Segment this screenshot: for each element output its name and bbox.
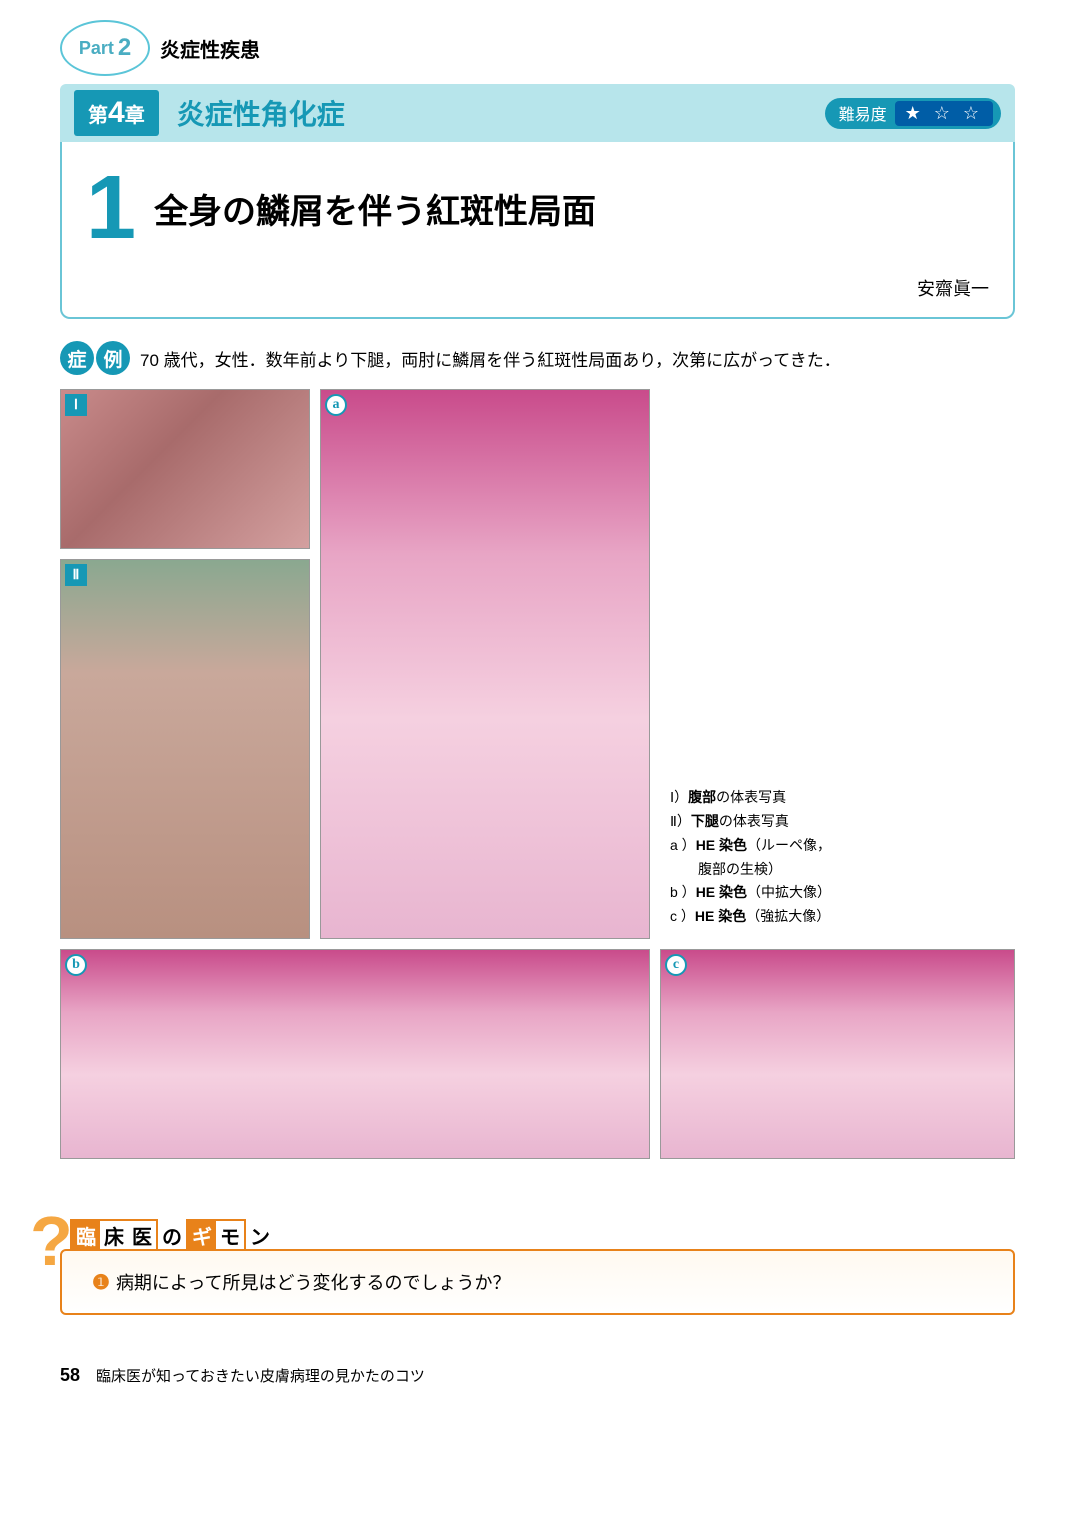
question-mark-icon: ?: [30, 1201, 73, 1281]
figure-b: b: [60, 949, 650, 1159]
legend-item: b ）HE 染色（中拡大像）: [670, 881, 1015, 905]
difficulty-pill: 難易度 ★ ☆ ☆: [825, 98, 1001, 129]
chapter-label: 第4章: [74, 90, 159, 136]
chapter-title: 炎症性角化症: [177, 93, 825, 133]
question-header: 臨床医のギモン: [70, 1219, 1015, 1251]
section-number: 1: [86, 168, 136, 249]
page-footer: 58 臨床医が知っておきたい皮膚病理の見かたのコツ: [60, 1355, 1015, 1386]
question-header-middle: の: [162, 1221, 182, 1250]
figure-I: Ⅰ: [60, 389, 310, 549]
title-box: 1 全身の鱗屑を伴う紅斑性局面 安齋眞一: [60, 142, 1015, 319]
figure-legend: Ⅰ）腹部の体表写真Ⅱ）下腿の体表写真a ）HE 染色（ルーペ像， 腹部の生検）b…: [660, 559, 1015, 939]
part-badge: Part 2: [60, 20, 150, 76]
question-box: ❶ 病期によって所見はどう変化するのでしょうか？: [60, 1249, 1015, 1315]
figure-label-b: b: [65, 954, 87, 976]
figure-label-II: Ⅱ: [65, 564, 87, 586]
figure-label-I: Ⅰ: [65, 394, 87, 416]
question-header-tail: ン: [250, 1221, 270, 1250]
section-title: 全身の鱗屑を伴う紅斑性局面: [154, 184, 596, 233]
question-bullet: ❶: [92, 1270, 110, 1295]
book-title: 臨床医が知っておきたい皮膚病理の見かたのコツ: [96, 1365, 425, 1386]
figure-label-a: a: [325, 394, 347, 416]
difficulty-label: 難易度: [839, 101, 887, 125]
question-section: ? 臨床医のギモン ❶ 病期によって所見はどう変化するのでしょうか？: [60, 1219, 1015, 1315]
case-badge-2: 例: [96, 341, 130, 375]
case-badge-1: 症: [60, 341, 94, 375]
legend-item: a ）HE 染色（ルーペ像， 腹部の生検）: [670, 834, 1015, 882]
part-header: Part 2 炎症性疾患: [60, 20, 1015, 76]
question-text: 病期によって所見はどう変化するのでしょうか？: [116, 1269, 511, 1295]
question-header-box: 臨床医: [70, 1219, 158, 1251]
chapter-banner: 第4章 炎症性角化症 難易度 ★ ☆ ☆: [60, 84, 1015, 142]
page-number: 58: [60, 1365, 80, 1386]
figure-grid: Ⅰ a Ⅱ Ⅰ）腹部の体表写真Ⅱ）下腿の体表写真a ）HE 染色（ルーペ像， 腹…: [60, 389, 1015, 1159]
author: 安齋眞一: [86, 275, 989, 301]
figure-c: c: [660, 949, 1015, 1159]
figure-II: Ⅱ: [60, 559, 310, 939]
case-text: 70 歳代，女性．数年前より下腿，両肘に鱗屑を伴う紅斑性局面あり，次第に広がって…: [140, 346, 841, 371]
part-number: 2: [118, 34, 131, 62]
case-line: 症 例 70 歳代，女性．数年前より下腿，両肘に鱗屑を伴う紅斑性局面あり，次第に…: [60, 341, 1015, 375]
case-badge: 症 例: [60, 341, 130, 375]
legend-item: c ）HE 染色（強拡大像）: [670, 905, 1015, 929]
part-title: 炎症性疾患: [160, 34, 260, 63]
legend-item: Ⅱ）下腿の体表写真: [670, 810, 1015, 834]
figure-label-c: c: [665, 954, 687, 976]
question-header-box: ギモ: [186, 1219, 246, 1251]
legend-item: Ⅰ）腹部の体表写真: [670, 786, 1015, 810]
part-label: Part: [79, 38, 114, 59]
difficulty-stars: ★ ☆ ☆: [895, 101, 993, 126]
figure-a: a: [320, 389, 650, 939]
